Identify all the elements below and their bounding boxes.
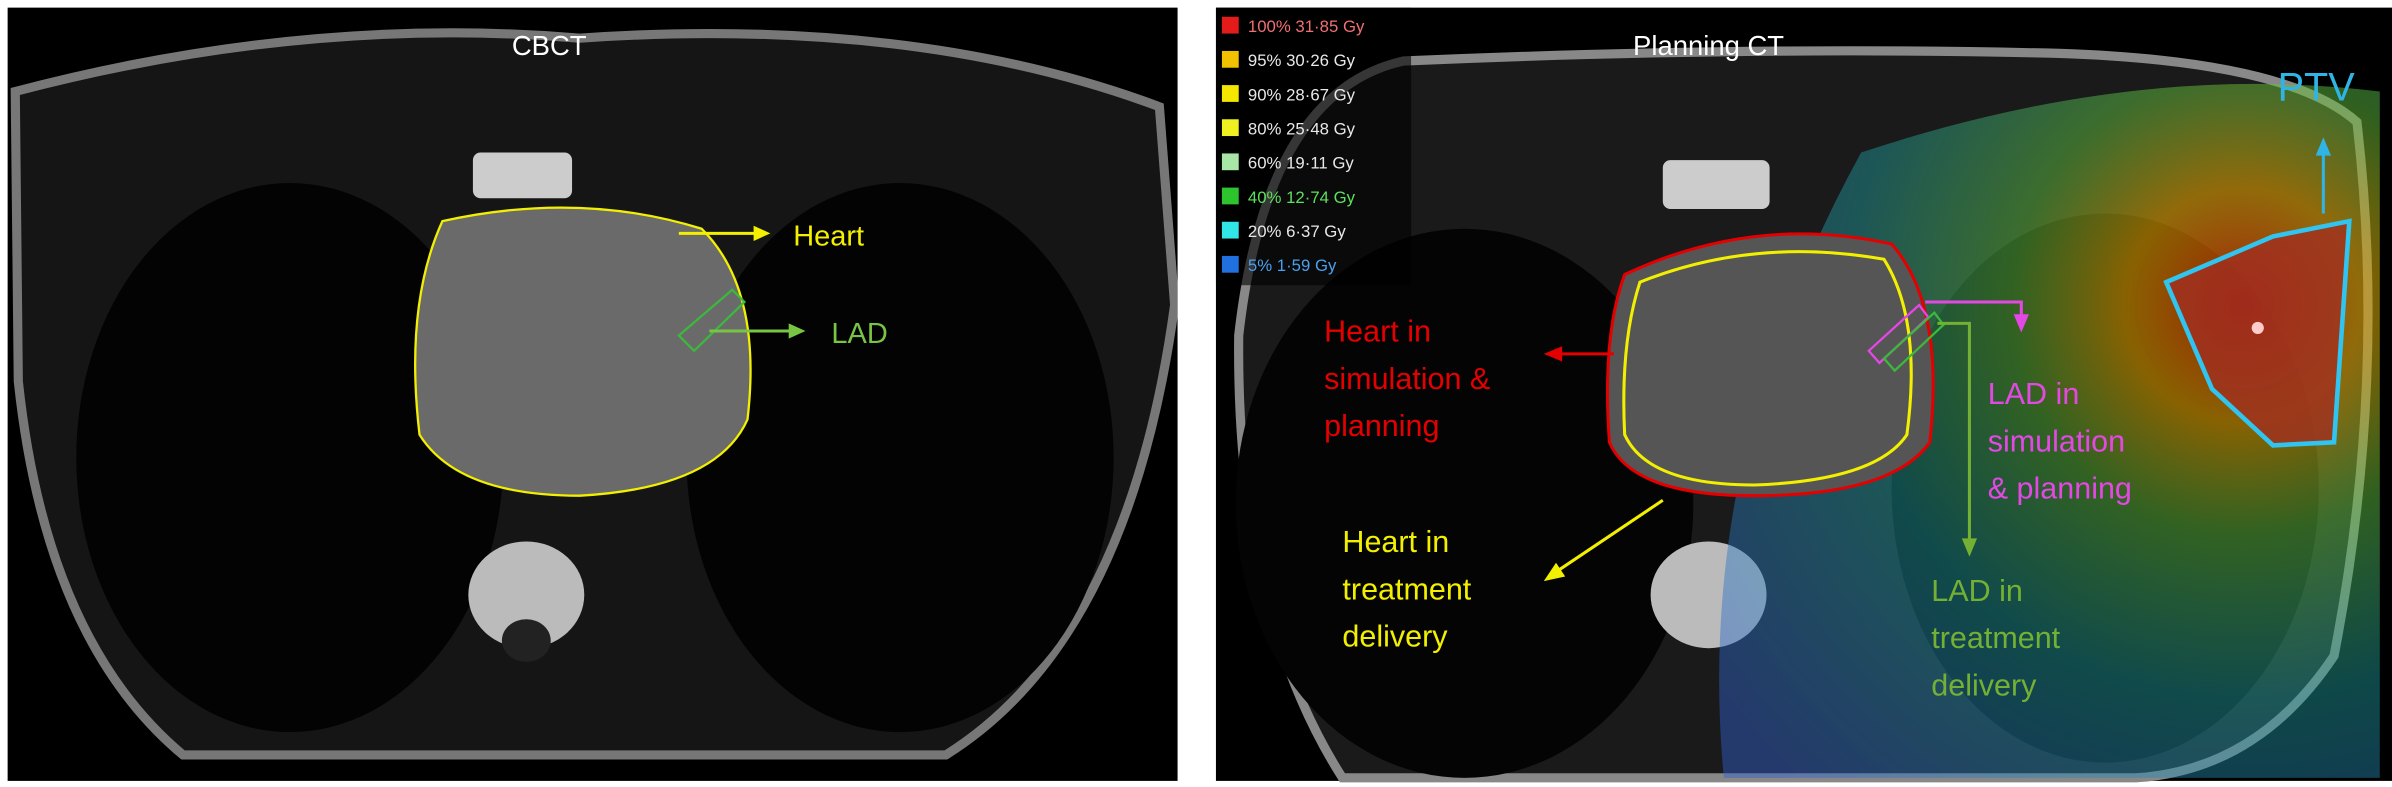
annotation-line: Heart in [1324, 315, 1431, 349]
legend-swatch [1221, 85, 1239, 102]
legend-swatch [1221, 153, 1239, 171]
annotation-line: LAD in [1988, 377, 2080, 411]
annotation-line: simulation [1988, 424, 2125, 458]
annotation-line: Heart in [1342, 525, 1449, 559]
legend-swatch [1221, 187, 1239, 205]
annotation: Heart [793, 221, 864, 253]
annotation-line: delivery [1342, 620, 1448, 654]
legend-swatch [1221, 221, 1239, 239]
legend-label: 90% 28·67 Gy [1248, 85, 1356, 104]
legend-label: 80% 25·48 Gy [1248, 120, 1356, 139]
annotation-line: treatment [1342, 572, 1471, 606]
legend-swatch [1221, 16, 1239, 34]
legend-label: 100% 31·85 Gy [1248, 17, 1365, 36]
annotation-line: LAD in [1931, 574, 2023, 608]
planning-ct-panel: 100% 31·85 Gy 95% 30·26 Gy 90% 28·67 Gy 80%… [1215, 7, 2392, 783]
annotation-line: PTV [2278, 66, 2356, 110]
legend-label: 60% 19·11 Gy [1248, 154, 1355, 173]
annotation: LAD [831, 318, 887, 350]
annotation-line: delivery [1931, 668, 2037, 702]
legend-swatch [1221, 119, 1239, 137]
annotation-line: simulation & [1324, 362, 1490, 396]
legend-label: 40% 12·74 Gy [1248, 188, 1356, 207]
panel-title: Planning CT [1633, 30, 1784, 61]
legend-swatch [1221, 50, 1239, 68]
annotation-line: & planning [1988, 472, 2132, 506]
dose-legend: 100% 31·85 Gy 95% 30·26 Gy 90% 28·67 Gy 80%… [1215, 7, 1412, 286]
annotation-line: planning [1324, 409, 1439, 443]
legend-label: 20% 6·37 Gy [1248, 222, 1346, 241]
legend-label: 95% 30·26 Gy [1248, 51, 1356, 70]
cbct-panel [7, 7, 1180, 781]
legend-label: 5% 1·59 Gy [1248, 256, 1337, 275]
annotation-line: treatment [1931, 621, 2060, 655]
panel-title: CBCT [512, 30, 587, 61]
legend-swatch [1221, 255, 1239, 273]
